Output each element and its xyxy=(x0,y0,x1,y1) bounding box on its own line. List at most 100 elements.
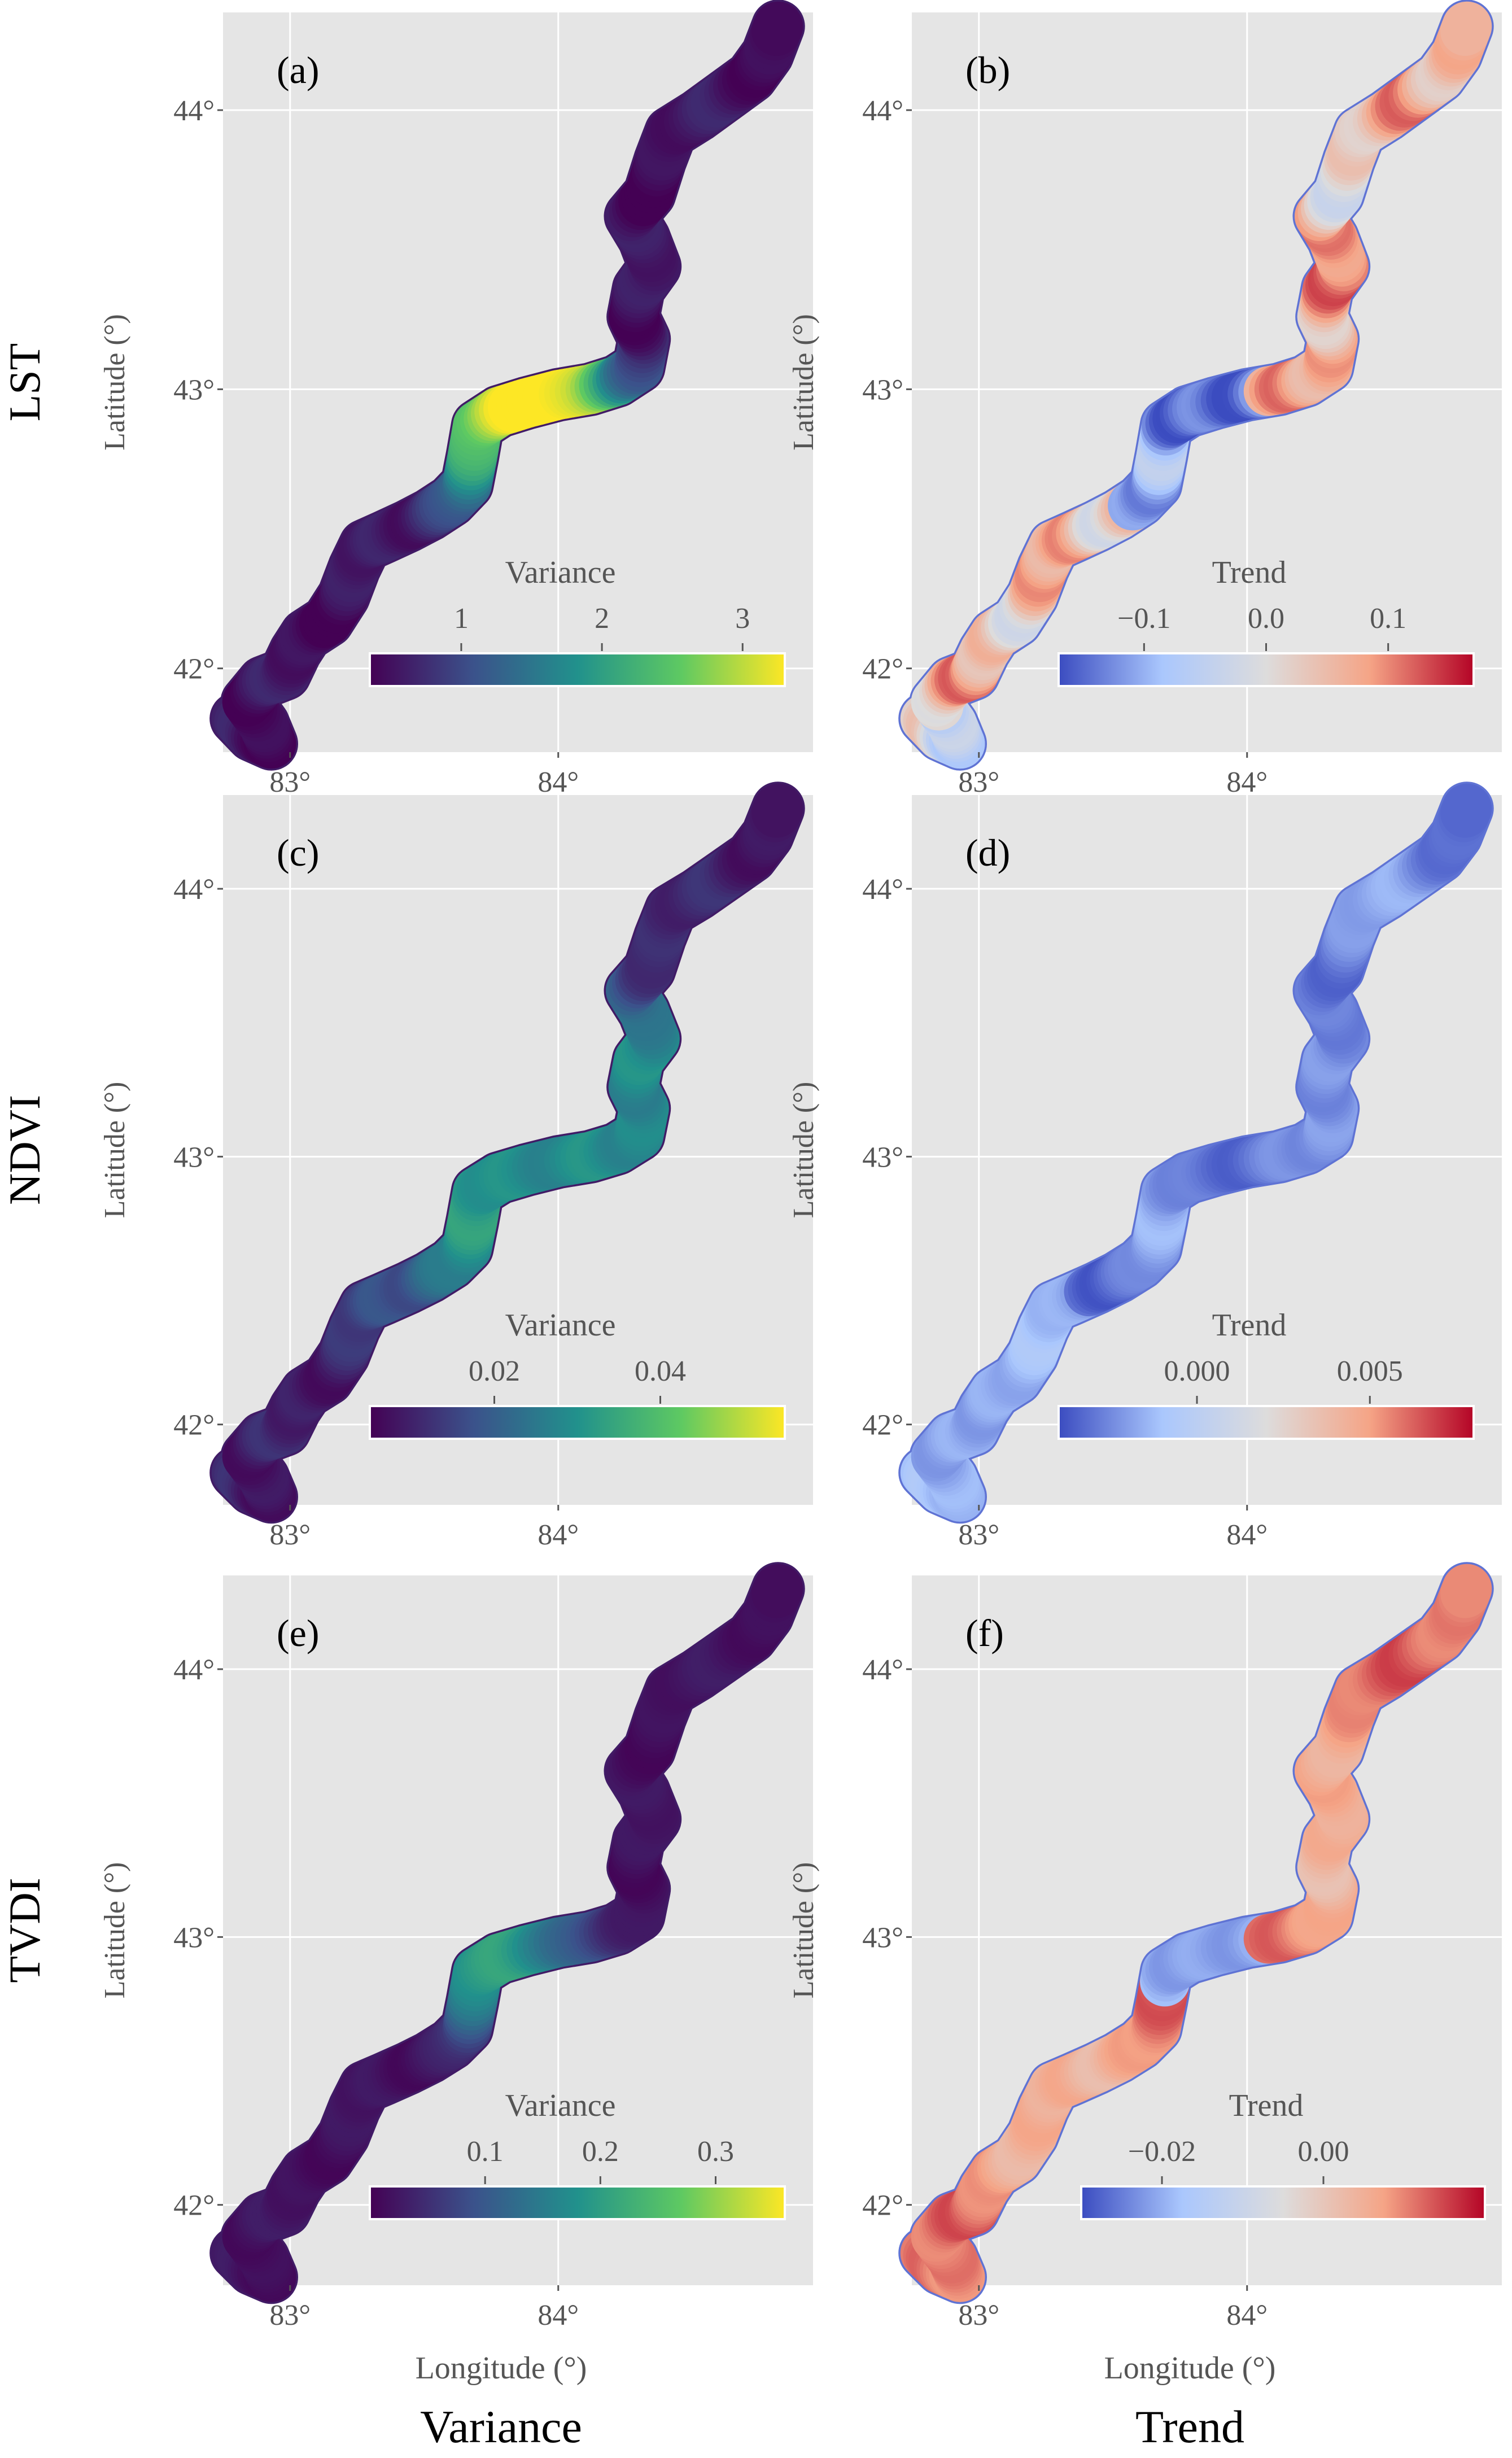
lon-tick-label: 84° xyxy=(537,2299,579,2332)
lat-tick-label: 43° xyxy=(173,1922,215,1954)
x-axis-label: Longitude (°) xyxy=(416,2351,587,2386)
y-axis-label: Latitude (°) xyxy=(99,314,131,451)
lon-tick-label: 84° xyxy=(537,1519,579,1551)
river-values xyxy=(211,1564,803,2302)
legend-tick-label: 0.2 xyxy=(582,2136,619,2168)
panel-b: (b) 44° 43° 42° 83° 84° Latitude (°) Trend −0.1 0… xyxy=(788,0,1502,798)
legend: Trend −0.1 0.0 0.1 xyxy=(1057,555,1475,687)
legend-tick-label: 0.02 xyxy=(469,1355,520,1387)
lon-tick-label: 83° xyxy=(269,1519,311,1551)
row-label-TVDI: TVDI xyxy=(0,1878,49,1983)
lon-tick-label: 84° xyxy=(537,766,579,798)
lat-tick-label: 43° xyxy=(173,374,215,406)
lon-tick-label: 84° xyxy=(1226,766,1268,798)
lon-tick-label: 84° xyxy=(1226,1519,1268,1551)
lat-tick-label: 43° xyxy=(862,1141,903,1173)
legend: Trend 0.000 0.005 xyxy=(1057,1308,1475,1440)
lat-tick-label: 42° xyxy=(173,653,215,686)
row-label-LST: LST xyxy=(0,343,49,422)
lon-tick-label: 83° xyxy=(269,2299,311,2332)
legend-tick-label: 2 xyxy=(595,603,609,635)
river-values xyxy=(211,783,803,1522)
legend-tick-label: 0.000 xyxy=(1164,1355,1230,1387)
row-label-NDVI: NDVI xyxy=(0,1095,49,1205)
panel-d: (d) 44° 43° 42° 83° 84° Latitude (°) Trend 0.000… xyxy=(788,782,1502,1551)
lat-tick-label: 42° xyxy=(862,2190,903,2222)
lat-tick-label: 43° xyxy=(862,1922,903,1954)
lat-tick-label: 44° xyxy=(862,874,903,906)
legend: Variance 0.02 0.04 xyxy=(369,1308,786,1440)
legend-colorbar xyxy=(369,652,786,687)
legend-tick-label: −0.1 xyxy=(1117,603,1170,635)
river-cell xyxy=(751,1564,803,1618)
lat-tick-label: 42° xyxy=(862,1409,903,1442)
lat-tick-label: 42° xyxy=(862,653,903,686)
lon-tick-label: 83° xyxy=(269,766,311,798)
legend-title: Variance xyxy=(505,555,616,590)
legend-title: Variance xyxy=(505,1308,616,1343)
river-cell xyxy=(751,1,803,56)
legend-title: Trend xyxy=(1212,555,1287,590)
lon-tick-label: 84° xyxy=(1226,2299,1268,2332)
legend-tick-label: 0.04 xyxy=(635,1355,686,1387)
x-axis-label: Longitude (°) xyxy=(1104,2351,1276,2386)
panel-e: (e) 44° 43° 42° 83° 84° Latitude (°) Longitude … xyxy=(99,1562,813,2386)
lat-tick-label: 42° xyxy=(173,1409,215,1442)
lon-tick-label: 83° xyxy=(958,1519,999,1551)
legend-tick-label: 1 xyxy=(454,603,469,635)
lat-tick-label: 43° xyxy=(173,1141,215,1173)
lat-tick-label: 44° xyxy=(173,1654,215,1686)
panel-label: (a) xyxy=(277,49,319,91)
panel-c: (c) 44° 43° 42° 83° 84° Latitude (°) Variance 0.… xyxy=(99,782,813,1551)
lat-tick-label: 44° xyxy=(173,95,215,127)
lat-tick-label: 44° xyxy=(862,1654,903,1686)
y-axis-label: Latitude (°) xyxy=(788,314,820,451)
panel-a: (a) 44° 43° 42° 83° 84° Latitude (°) Variance 1 2… xyxy=(99,0,813,798)
panel-f: (f) 44° 43° 42° 83° 84° Latitude (°) Longitude … xyxy=(788,1562,1502,2386)
legend-colorbar xyxy=(1057,1405,1475,1440)
panel-label: (f) xyxy=(965,1612,1004,1654)
y-axis-label: Latitude (°) xyxy=(99,1862,131,1999)
legend-colorbar xyxy=(1080,2185,1486,2220)
lat-tick-label: 44° xyxy=(173,874,215,906)
lon-tick-label: 83° xyxy=(958,2299,999,2332)
legend-tick-label: 0.00 xyxy=(1298,2136,1349,2168)
legend-tick-label: 3 xyxy=(735,603,750,635)
lat-tick-label: 44° xyxy=(862,95,903,127)
column-label-trend: Trend xyxy=(1135,2401,1244,2452)
lon-tick-label: 83° xyxy=(958,766,999,798)
panel-label: (c) xyxy=(277,831,319,874)
legend-colorbar xyxy=(369,1405,786,1440)
lat-tick-label: 42° xyxy=(173,2190,215,2222)
panel-label: (b) xyxy=(965,49,1010,91)
legend-tick-label: 0.1 xyxy=(467,2136,504,2168)
column-label-variance: Variance xyxy=(420,2401,582,2452)
legend-colorbar xyxy=(1057,652,1475,687)
river-cell xyxy=(1440,1564,1492,1618)
legend: Trend −0.02 0.00 xyxy=(1080,2088,1486,2220)
river-values xyxy=(211,1,803,769)
lat-tick-label: 43° xyxy=(862,374,903,406)
panel-label: (d) xyxy=(965,831,1010,874)
panel-label: (e) xyxy=(277,1612,319,1654)
river-values xyxy=(900,783,1492,1522)
legend-title: Variance xyxy=(505,2088,616,2123)
legend-tick-label: 0.1 xyxy=(1370,603,1406,635)
y-axis-label: Latitude (°) xyxy=(788,1082,820,1219)
legend: Variance 1 2 3 xyxy=(369,555,786,687)
river-values xyxy=(900,1,1492,769)
legend-tick-label: −0.02 xyxy=(1128,2136,1196,2168)
y-axis-label: Latitude (°) xyxy=(788,1862,820,1999)
legend-title: Trend xyxy=(1212,1308,1287,1343)
legend-title: Trend xyxy=(1229,2088,1304,2123)
legend-tick-label: 0.0 xyxy=(1248,603,1284,635)
river-cell xyxy=(751,783,803,838)
legend-tick-label: 0.3 xyxy=(697,2136,734,2168)
river-cell xyxy=(1440,783,1492,838)
legend-tick-label: 0.005 xyxy=(1337,1355,1403,1387)
legend-colorbar xyxy=(369,2185,786,2220)
river-cell xyxy=(1440,1,1492,56)
y-axis-label: Latitude (°) xyxy=(99,1082,131,1219)
